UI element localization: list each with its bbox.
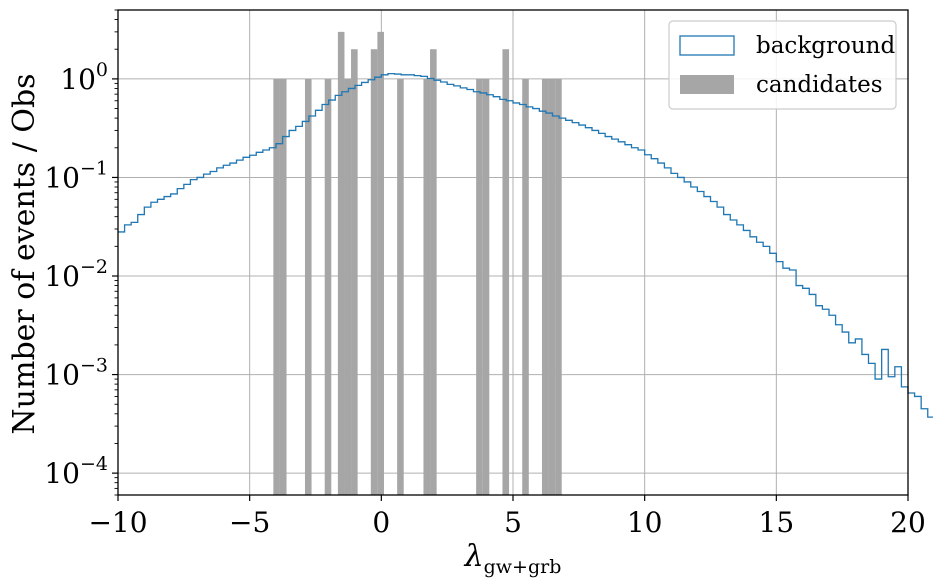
- candidates-bars: [273, 31, 562, 496]
- x-tick-label: 5: [504, 506, 522, 539]
- candidate-bar: [522, 78, 529, 496]
- x-tick-label: −5: [229, 506, 270, 539]
- candidate-bar: [555, 78, 562, 496]
- candidate-bar: [337, 31, 345, 495]
- candidate-bar: [476, 78, 483, 496]
- candidate-bar: [377, 31, 384, 495]
- candidate-bar: [370, 49, 378, 495]
- y-tick-label: 100: [60, 59, 108, 96]
- legend: background candidates: [668, 20, 897, 110]
- y-tick-label: 10−1: [44, 157, 108, 194]
- candidate-bar: [541, 78, 549, 496]
- x-axis-label-symbol: λ: [464, 539, 484, 574]
- x-tick-label: 0: [372, 506, 390, 539]
- candidate-bar: [548, 78, 556, 496]
- x-tick-label: 20: [890, 506, 926, 539]
- y-axis-label: Number of events / Obs: [7, 73, 42, 434]
- candidate-bar: [344, 78, 352, 496]
- candidate-bar: [324, 78, 332, 496]
- y-axis-ticks: 100 10−1 10−2 10−3 10−4: [44, 9, 118, 496]
- candidate-bar: [351, 49, 358, 495]
- x-tick-label: −10: [88, 506, 147, 539]
- candidate-bar: [279, 78, 287, 496]
- candidate-bar: [397, 78, 404, 496]
- candidate-bar: [430, 49, 437, 495]
- candidate-bar: [273, 78, 280, 496]
- x-axis-label-subscript: gw+grb: [484, 556, 562, 578]
- candidate-bar: [304, 78, 312, 496]
- legend-candidates-label: candidates: [756, 72, 883, 98]
- x-tick-label: 15: [759, 506, 795, 539]
- background-step-path: [118, 73, 933, 418]
- y-tick-label: 10−2: [44, 256, 108, 293]
- x-tick-label: 10: [627, 506, 663, 539]
- legend-background-label: background: [756, 33, 895, 59]
- candidate-bar: [502, 49, 510, 495]
- candidate-bar: [482, 78, 490, 496]
- x-axis-ticks: −10 −5 0 5 10 15 20: [88, 495, 926, 539]
- legend-background-swatch: [679, 35, 735, 56]
- candidate-bar: [423, 78, 431, 496]
- y-tick-label: 10−4: [44, 453, 108, 490]
- legend-candidates-swatch: [680, 75, 734, 94]
- background-step-line: [118, 73, 933, 418]
- y-tick-label: 10−3: [44, 355, 108, 392]
- x-axis-label: λgw+grb: [464, 539, 562, 578]
